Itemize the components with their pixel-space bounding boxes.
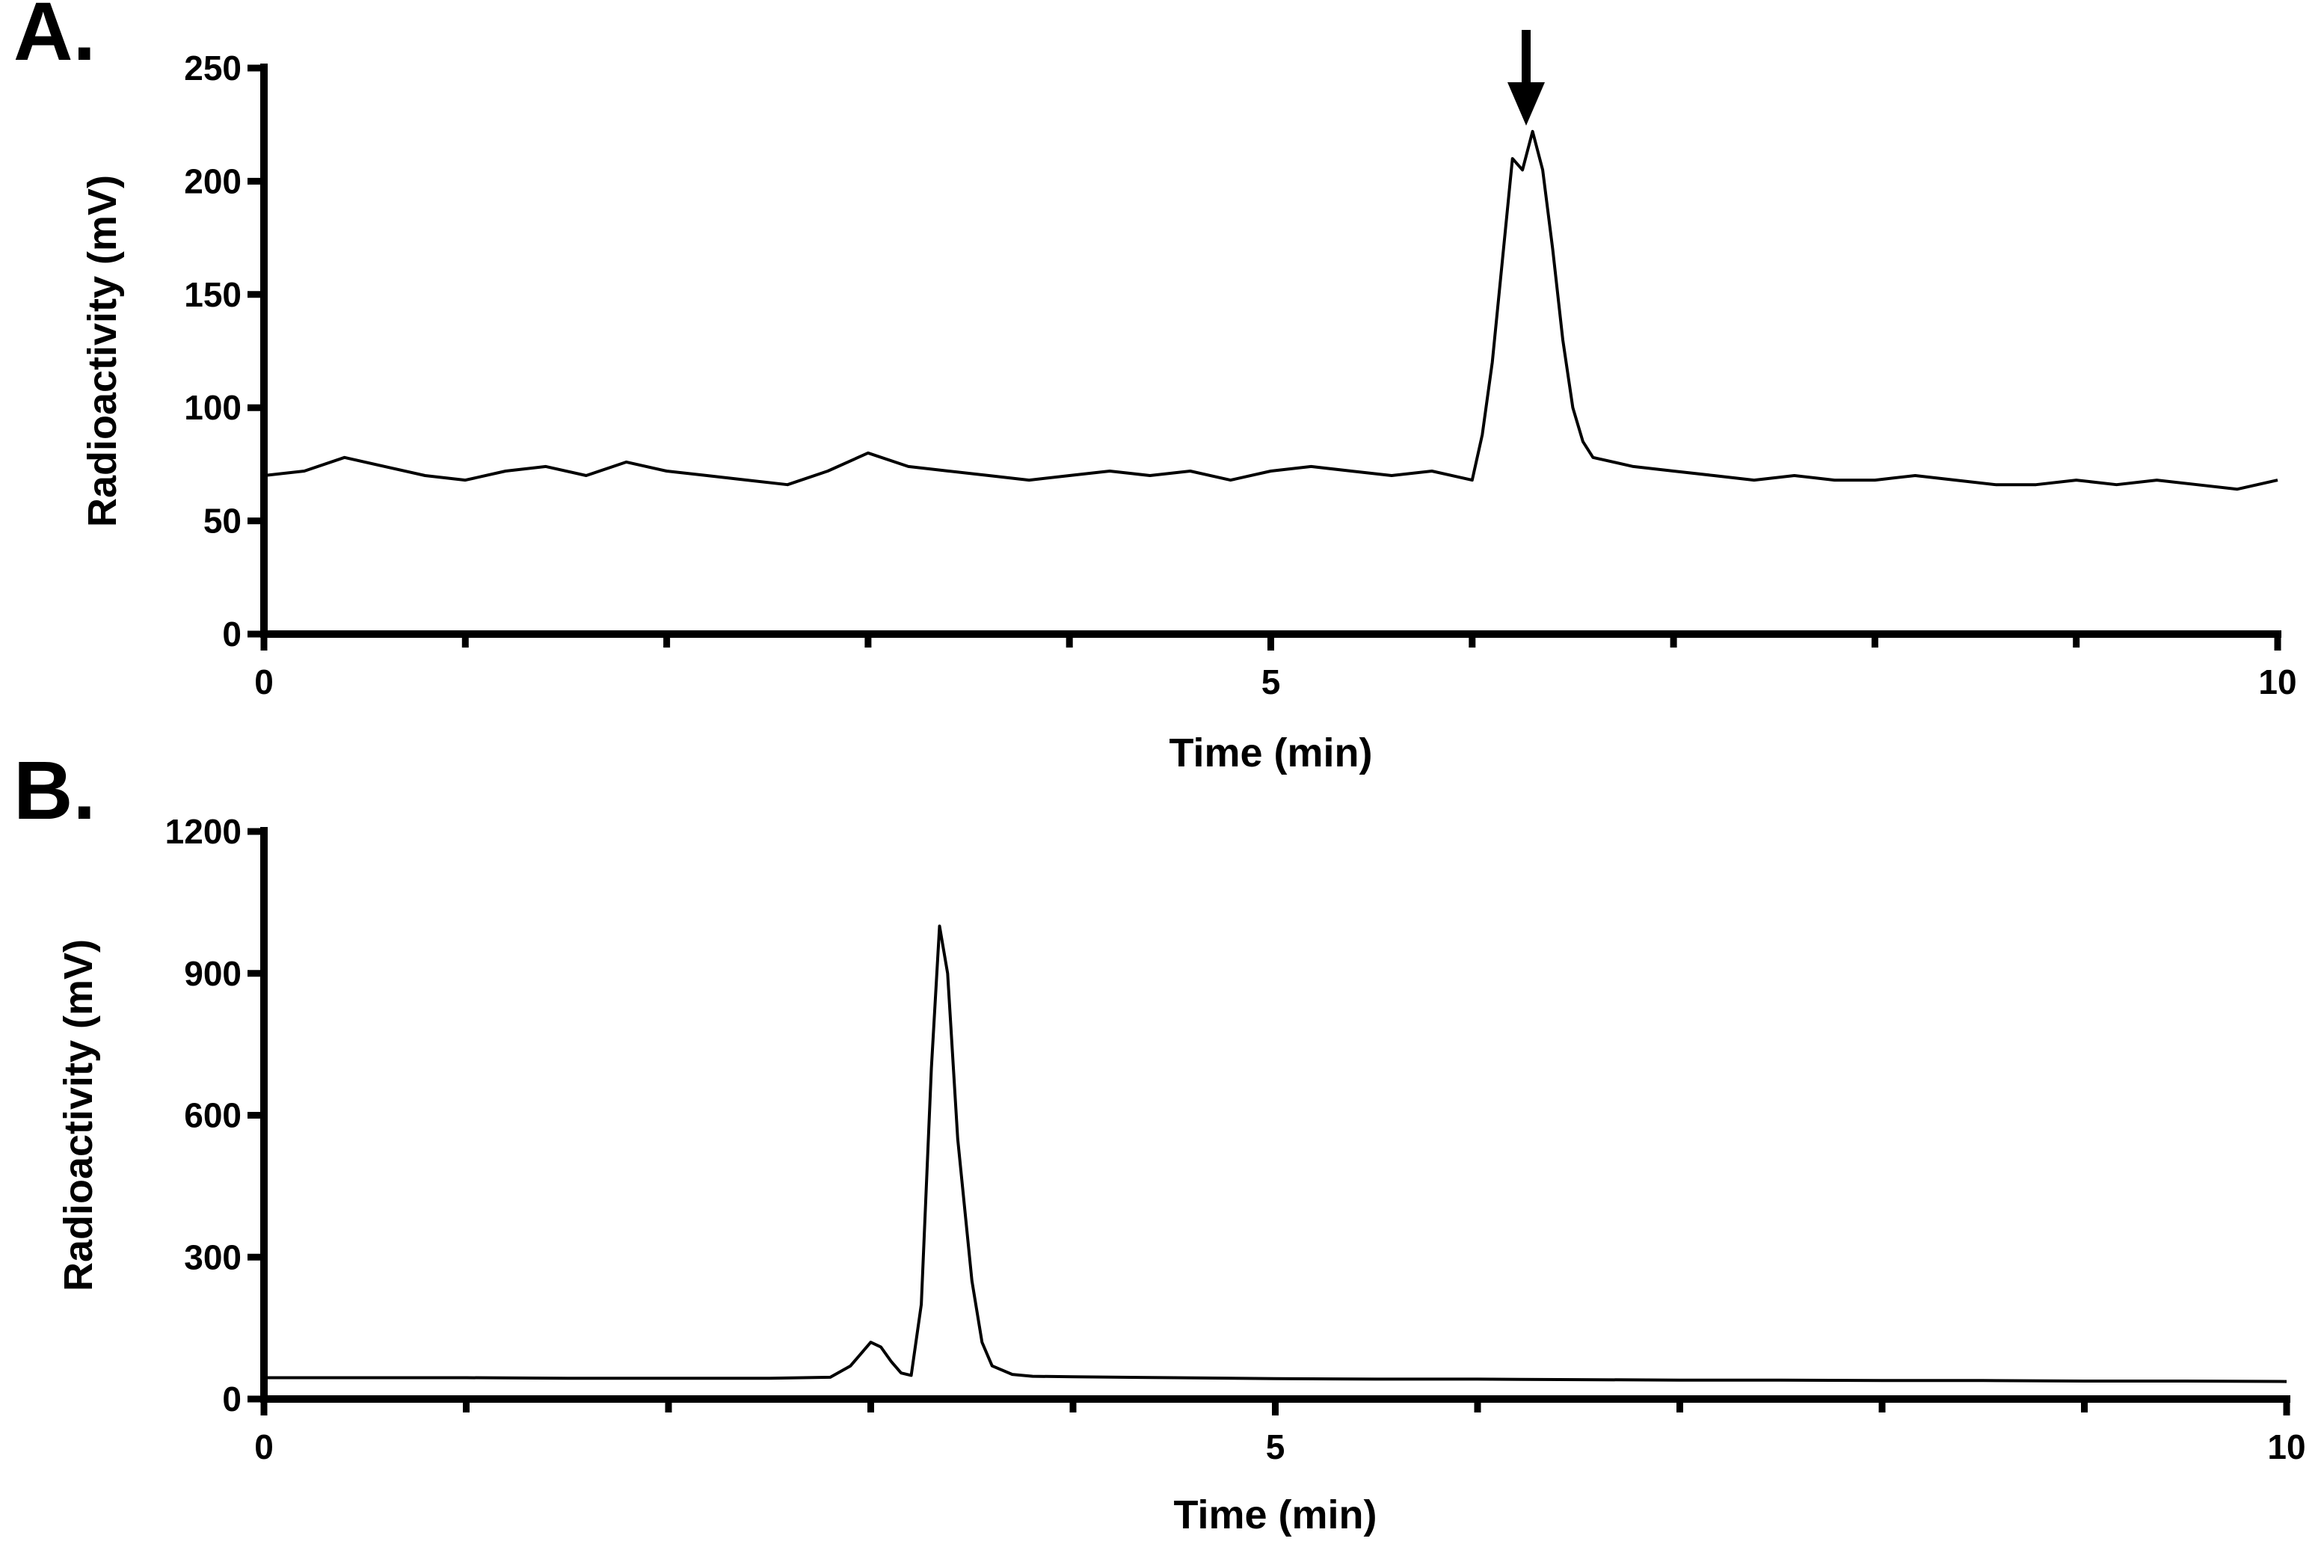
y-tick-label: 300 [184, 1238, 242, 1276]
y-tick-label: 150 [184, 275, 242, 314]
x-tick-label: 5 [1261, 662, 1281, 701]
y-tick-label: 100 [184, 388, 242, 427]
y-tick-label: 0 [222, 1380, 242, 1418]
y-tick-label: 50 [203, 502, 242, 541]
y-tick-label: 250 [184, 49, 242, 87]
data-line [263, 129, 2278, 491]
x-tick-label: 10 [2267, 1427, 2305, 1466]
x-axis-label: Time (min) [1173, 1492, 1377, 1537]
panel-label: A. [13, 0, 96, 78]
panel-label: B. [13, 745, 96, 837]
y-tick-label: 600 [184, 1096, 242, 1135]
y-tick-label: 1200 [165, 812, 242, 851]
y-tick-label: 0 [222, 615, 242, 654]
y-tick-label: 200 [184, 162, 242, 200]
x-tick-label: 0 [254, 662, 274, 701]
x-tick-label: 5 [1266, 1427, 1285, 1466]
y-axis-label: Radioactivity (mV) [56, 939, 101, 1291]
arrow-head [1507, 82, 1545, 126]
y-tick-label: 900 [184, 954, 242, 993]
data-line [264, 924, 2287, 1383]
y-axis-label: Radioactivity (mV) [80, 175, 125, 527]
x-tick-label: 0 [254, 1427, 274, 1466]
x-axis-label: Time (min) [1169, 731, 1372, 775]
x-tick-label: 10 [2258, 662, 2296, 701]
